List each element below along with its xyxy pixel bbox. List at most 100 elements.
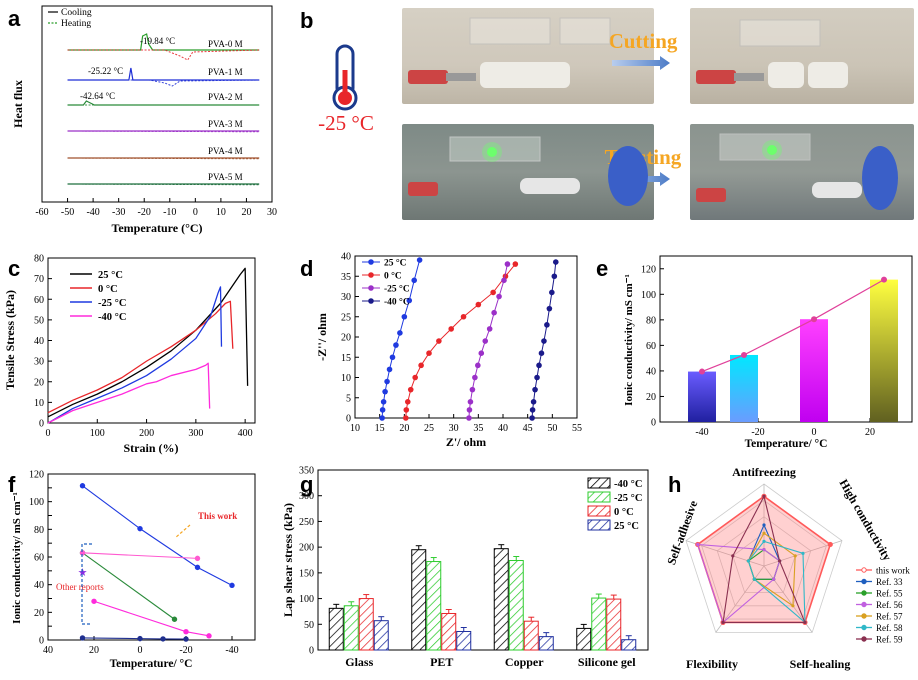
panel-h-grid-ring [716,516,812,607]
panel-e-frame [659,255,913,423]
panel-f-point [229,582,235,589]
panel-h-axis-4: Self-adhesive [664,498,700,567]
panel-e-ticks: -40 -20 0 20 0 20 40 60 80 100 120 [641,264,875,438]
panel-f: f 40 20 0 -20 -40 0 20 40 60 80 100 120 ★ This work… [8,470,256,670]
panel-d-point [403,415,409,421]
panel-e: e -40 -20 0 20 0 20 40 60 80 100 120 Temperature/ … [596,255,913,450]
panel-a-label-5: PVA-5 M [208,172,243,182]
panel-f-ytick-label: 120 [29,470,44,481]
panel-f-ticks: 40 20 0 -20 -40 0 20 40 60 80 100 120 [29,470,239,657]
panel-g-legend-swatch [587,505,611,517]
panel-h-axis-1: High conductivity [836,477,894,563]
panel-g-legend-label: -25 °C [614,493,642,504]
panel-a: a -60 -50 -40 -30 -20 -10 0 10 20 30 Temperature … [8,5,277,235]
panel-f-ytick-label: 40 [34,580,44,591]
panel-g-bar [456,630,472,651]
panel-g-bar [426,561,442,651]
panel-f-ytick-label: 0 [39,636,44,647]
panel-d-point [475,362,481,369]
panel-a-heating-curve [67,49,260,61]
panel-e-bars [688,276,898,422]
panel-f-frame [47,473,256,641]
panel-d-point [538,350,545,357]
panel-g-ytick-label: 100 [299,594,314,605]
panel-d-point [530,399,537,405]
panel-d-ytick-label: 5 [346,393,351,404]
panel-h-series-polygon [747,532,796,607]
panel-a-annot-1: -25.22 °C [88,66,123,76]
panel-d-legend-marker [368,272,374,278]
panel-d-xtick-label: 10 [350,423,360,434]
panel-e-point [881,276,887,283]
panel-a-xtick-label: 30 [267,207,277,218]
panel-c: c 0 100 200 300 400 0 10 20 30 40 50 60 70 80 25 °C 0 … [3,254,256,455]
panel-e-ytick-label: 20 [646,392,656,403]
panel-d-ytick-label: 20 [341,333,351,344]
panel-d-point [491,309,497,316]
panel-e-bar [730,354,758,422]
panel-e-ytick-label: 80 [646,315,656,326]
panel-d-legend-label: -40 °C [384,297,410,308]
panel-d-legend-label: 0 °C [384,271,402,282]
panel-d-point [504,261,511,267]
panel-h-axis-3: Flexibility [686,657,738,671]
panel-h-legend-marker [861,613,867,619]
panel-h-point [803,620,807,624]
panel-d-point [393,342,399,348]
panel-a-heating-curve [67,157,260,160]
panel-h-legend-marker [861,636,867,642]
panel-a-heating-curve [67,79,260,87]
panel-e-xtick-label: -20 [751,427,764,438]
panel-c-xlabel: Strain (%) [124,441,179,455]
panel-d-point [426,350,432,357]
panel-g-ytick-label: 50 [304,620,314,631]
panel-c-ytick-label: 0 [39,419,44,430]
panel-a-ylabel: Heat flux [11,80,25,128]
panel-h-series-polygon [722,494,806,623]
panel-d-point [549,289,555,296]
thermometer-icon [332,44,358,111]
panel-c-ytick-label: 60 [34,295,44,306]
panel-e-ytick-label: 120 [641,264,656,275]
panel-a-heating-curve [67,183,260,186]
panel-e-xtick-label: 0 [812,427,817,438]
panel-d-curves [379,257,559,421]
panel-h-letter: h [668,472,681,497]
panel-f-point [160,636,166,642]
panel-f-this-work-arrow [174,524,191,539]
panel-g-bar [621,639,637,651]
panel-h-grid-ring [701,499,827,620]
panel-e-trend-line [701,279,885,373]
panel-h-axis-0: Antifreezing [732,465,796,479]
panel-h-point [762,494,766,498]
panel-a-annot-0: -19.84 °C [140,36,175,46]
panel-d-point [403,407,410,413]
panel-f-ytick-label: 80 [34,525,44,536]
panel-f-series-line [93,600,210,637]
panel-d-point [552,259,559,265]
panel-a-annot-2: -42.64 °C [80,91,115,101]
photo-details [408,17,898,210]
panel-g-legend-swatch [587,491,611,503]
panel-f-point [137,525,143,532]
panel-g-ytick-label: 0 [309,646,314,657]
panel-b-letter: b [300,8,313,33]
panel-a-xtick-label: -30 [112,207,125,218]
panel-d-point [486,326,493,332]
panel-a-xticks: -60 -50 -40 -30 -20 -10 0 10 20 30 [35,198,277,218]
panel-h-legend-label: Ref. 33 [876,577,903,587]
panel-d-point [401,313,408,320]
panel-e-point [741,351,747,358]
panel-h-point [777,559,782,563]
panel-a-label-3: PVA-3 M [208,119,243,129]
panel-d-ytick-label: 35 [341,272,351,283]
panel-c-xtick-label: 300 [188,428,203,439]
panel-c-xtick-label: 200 [139,428,154,439]
panel-h-point [793,554,797,558]
panel-c-legend-label: 25 °C [98,270,123,281]
panel-c-letter: c [8,256,20,281]
panel-c-series-line [47,267,249,418]
panel-g-bar [591,597,607,651]
panel-c-ytick-label: 40 [34,336,44,347]
